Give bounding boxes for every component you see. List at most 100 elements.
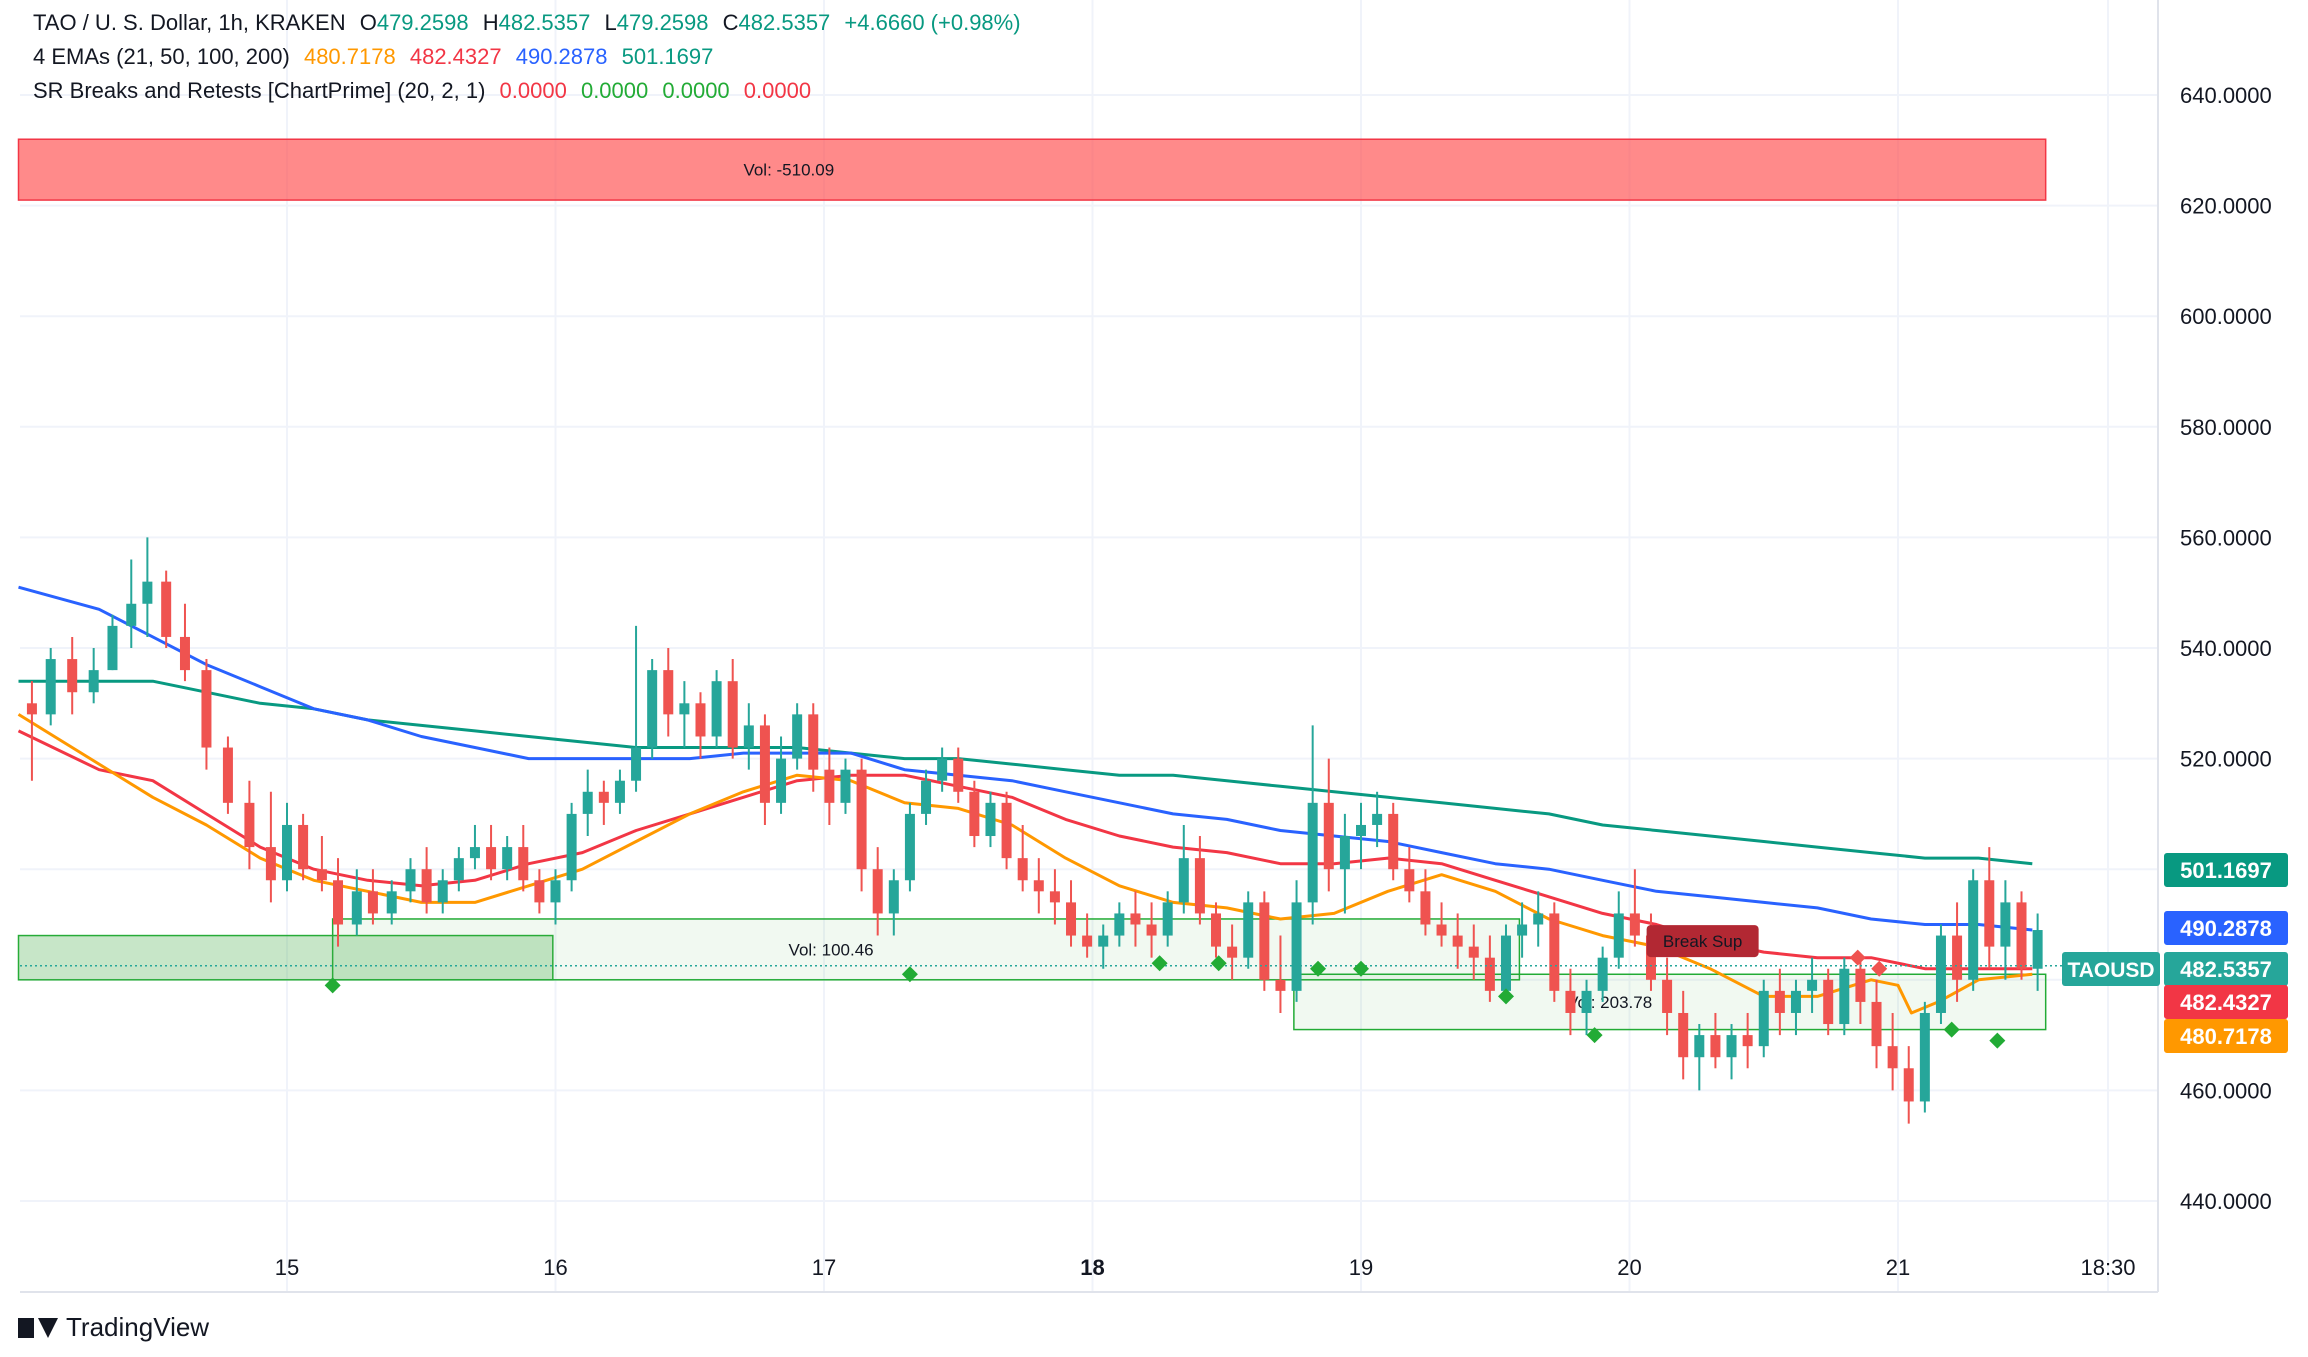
symbol-name: TAO / U. S. Dollar, 1h, KRAKEN: [33, 10, 346, 35]
candle-body: [1356, 824, 1366, 837]
candle-body: [2032, 930, 2043, 969]
candle-body: [405, 869, 416, 892]
price-tick-label: 540.0000: [2180, 636, 2272, 661]
ema100-value: 490.2878: [515, 44, 608, 69]
candle-body: [1742, 1035, 1753, 1047]
candle-body: [1146, 924, 1157, 936]
candle-body: [1178, 858, 1189, 903]
candle-body: [614, 780, 625, 803]
price-label-text: 482.4327: [2180, 990, 2272, 1015]
time-axis: 15 16 17 18 19 20 21 18:30: [275, 1255, 2136, 1280]
candle-body: [1645, 935, 1656, 980]
break-diamond: [1871, 960, 1888, 977]
retest-diamond: [1353, 960, 1369, 977]
candle-body: [437, 880, 448, 903]
candle-body: [1227, 946, 1238, 958]
candle-body: [1662, 979, 1673, 1013]
time-tick-label: 17: [812, 1255, 836, 1280]
time-tick-label: 20: [1617, 1255, 1641, 1280]
candle-body: [142, 581, 153, 604]
break-diamond: [1849, 949, 1866, 966]
candle-body: [534, 880, 545, 903]
candle-body: [1049, 891, 1060, 903]
sr-signals: Break Sup: [324, 925, 2006, 1049]
candle-body: [67, 659, 78, 693]
candle-body: [1694, 1035, 1705, 1058]
time-tick-label: 16: [543, 1255, 567, 1280]
time-tick-label: 15: [275, 1255, 299, 1280]
candle-body: [333, 880, 344, 925]
retest-diamond: [1497, 988, 1514, 1005]
sr-value-4: 0.0000: [743, 78, 812, 103]
candle-body: [453, 858, 464, 881]
ema-legend[interactable]: 4 EMAs (21, 50, 100, 200) 480.7178 482.4…: [33, 44, 721, 70]
price-tick-label: 520.0000: [2180, 747, 2272, 772]
sr-zones: Vol: -510.09 Vol: 100.46 Vol: 203.78: [17, 138, 2047, 1031]
candle-body: [824, 769, 835, 803]
candle-body: [1468, 946, 1479, 958]
retest-diamond: [1151, 955, 1168, 972]
candle-body: [985, 802, 996, 837]
candle-body: [386, 891, 397, 914]
candle-body: [265, 847, 276, 881]
candle-body: [1162, 902, 1173, 936]
candle-body: [598, 791, 609, 803]
candle-body: [1339, 836, 1350, 870]
candle-body: [1774, 990, 1785, 1013]
ema100-line: [18, 585, 2033, 932]
candle-body: [888, 880, 899, 914]
candle-body: [1807, 979, 1818, 991]
retest-diamond: [1943, 1021, 1960, 1038]
time-tick-label: 18: [1080, 1255, 1104, 1280]
candle-body: [1984, 880, 1995, 947]
price-label-text: 490.2878: [2180, 916, 2272, 941]
break-label-box: [1646, 925, 1759, 958]
ema200-line: [18, 679, 2033, 866]
candle-body: [776, 758, 787, 803]
candle-body: [1935, 935, 1946, 1013]
candle-body: [469, 847, 480, 859]
candle-body: [808, 714, 819, 770]
candle-body: [486, 847, 497, 870]
candle-body: [179, 636, 190, 671]
price-tick-label: 600.0000: [2180, 304, 2272, 329]
candle-body: [743, 725, 754, 748]
tradingview-logo-icon: [18, 1316, 58, 1340]
price-labels: 501.1697 490.2878 482.5357 TAOUSD 482.4327 48…: [2062, 853, 2288, 1053]
tradingview-logo[interactable]: TradingView: [18, 1312, 209, 1343]
close-label: C: [722, 10, 739, 35]
candle-body: [1758, 990, 1769, 1047]
candle-body: [695, 703, 706, 737]
price-tick-label: 640.0000: [2180, 83, 2272, 108]
candle-body: [921, 780, 932, 814]
zone-label: Vol: 203.78: [1567, 993, 1652, 1012]
symbol-legend[interactable]: TAO / U. S. Dollar, 1h, KRAKEN O479.2598…: [33, 10, 1029, 36]
candle-body: [953, 758, 964, 792]
ema50-value: 482.4327: [409, 44, 502, 69]
candle-body: [969, 791, 980, 837]
retest-diamond: [324, 977, 341, 994]
sr-legend[interactable]: SR Breaks and Retests [ChartPrime] (20, …: [33, 78, 819, 104]
price-tick-label: 580.0000: [2180, 415, 2272, 440]
price-label-text: 501.1697: [2180, 858, 2272, 883]
zone-support-fill: [18, 935, 553, 980]
candle-body: [663, 670, 674, 715]
candle-body: [1887, 1046, 1898, 1069]
retest-diamond: [901, 966, 918, 983]
candle-body: [1903, 1068, 1914, 1102]
candle-body: [1323, 802, 1334, 870]
candle-body: [1307, 802, 1318, 903]
candle-body: [1017, 858, 1028, 881]
candle-body: [937, 758, 948, 781]
open-value: 479.2598: [376, 10, 469, 35]
break-label-text: Break Sup: [1663, 932, 1742, 951]
candle-body: [316, 869, 327, 881]
candle-body: [1420, 891, 1431, 925]
candle-body: [1436, 924, 1447, 936]
candle-body: [1678, 1012, 1689, 1058]
candle-body: [222, 747, 233, 803]
zone-resistance: [17, 138, 2047, 201]
low-value: 479.2598: [616, 10, 709, 35]
candle-body: [1372, 813, 1383, 825]
